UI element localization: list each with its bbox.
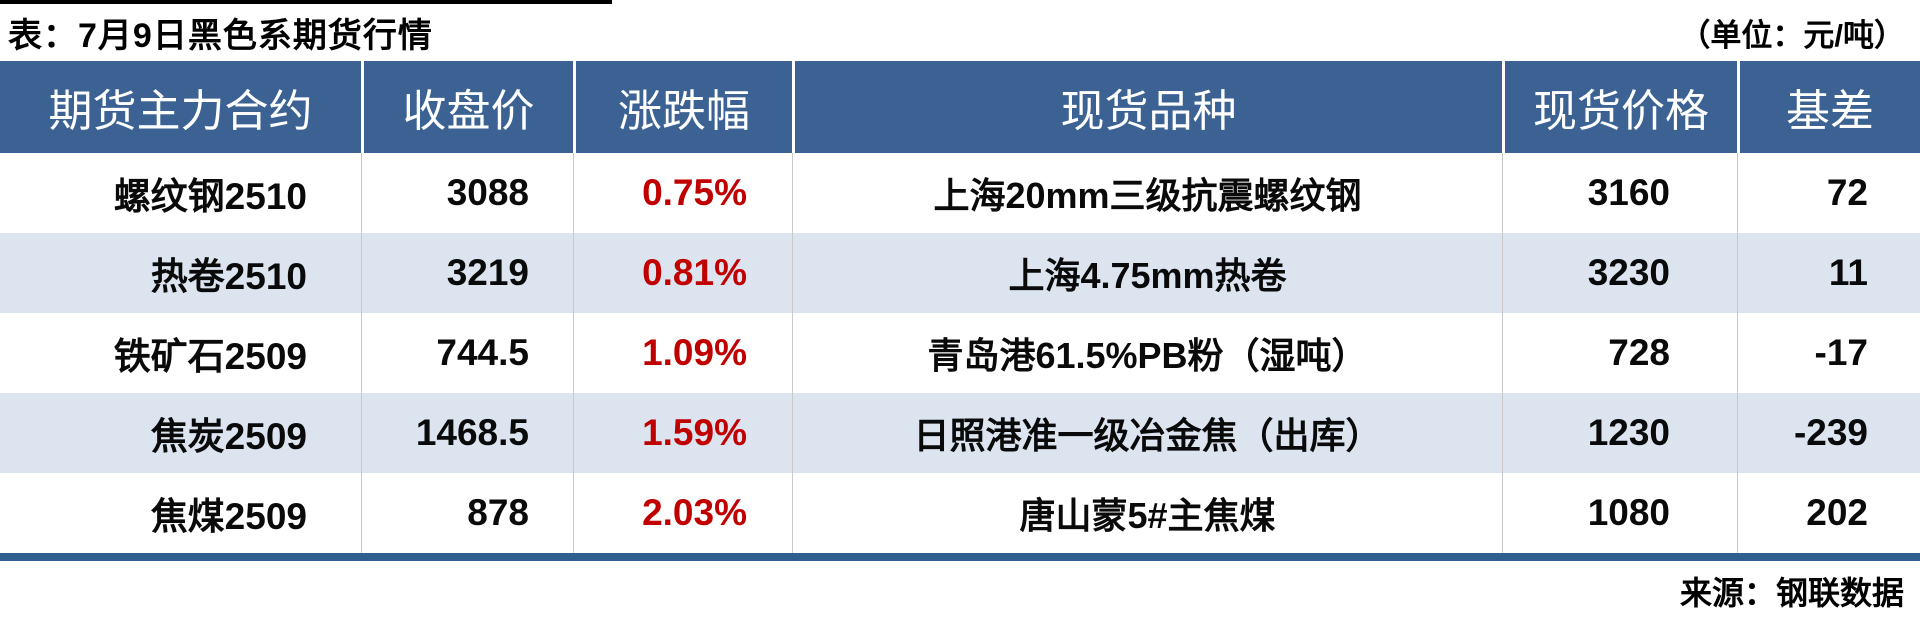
- cell-basis: 72: [1737, 153, 1920, 233]
- cell-spot: 上海4.75mm热卷: [792, 233, 1502, 313]
- header-cell-spot: 现货品种: [792, 61, 1502, 153]
- table-row: 热卷2510 3219 0.81% 上海4.75mm热卷 3230 11: [0, 233, 1920, 313]
- cell-change: 2.03%: [573, 473, 792, 553]
- futures-table: 期货主力合约 收盘价 涨跌幅 现货品种 现货价格 基差 螺纹钢2510 3088…: [0, 61, 1920, 553]
- cell-change: 0.75%: [573, 153, 792, 233]
- cell-basis: 11: [1737, 233, 1920, 313]
- cell-spot: 唐山蒙5#主焦煤: [792, 473, 1502, 553]
- table-header-row: 期货主力合约 收盘价 涨跌幅 现货品种 现货价格 基差: [0, 61, 1920, 153]
- header-cell-spot-price: 现货价格: [1502, 61, 1737, 153]
- cell-close: 3219: [361, 233, 573, 313]
- cell-basis: 202: [1737, 473, 1920, 553]
- cell-spot-price: 1080: [1502, 473, 1737, 553]
- table-row: 铁矿石2509 744.5 1.09% 青岛港61.5%PB粉（湿吨） 728 …: [0, 313, 1920, 393]
- cell-spot: 日照港准一级冶金焦（出库）: [792, 393, 1502, 473]
- cell-change: 0.81%: [573, 233, 792, 313]
- table-row: 焦煤2509 878 2.03% 唐山蒙5#主焦煤 1080 202: [0, 473, 1920, 553]
- bottom-accent-line: [0, 553, 1920, 561]
- cell-close: 744.5: [361, 313, 573, 393]
- source-bar: 来源：钢联数据: [0, 561, 1920, 620]
- header-cell-close: 收盘价: [361, 61, 573, 153]
- table-row: 焦炭2509 1468.5 1.59% 日照港准一级冶金焦（出库） 1230 -…: [0, 393, 1920, 473]
- cell-close: 3088: [361, 153, 573, 233]
- cell-basis: -17: [1737, 313, 1920, 393]
- cell-spot-price: 3160: [1502, 153, 1737, 233]
- cell-spot: 上海20mm三级抗震螺纹钢: [792, 153, 1502, 233]
- header-cell-basis: 基差: [1737, 61, 1920, 153]
- data-source-label: 来源：钢联数据: [1679, 574, 1904, 611]
- cell-spot-price: 1230: [1502, 393, 1737, 473]
- title-bar: 表：7月9日黑色系期货行情 （单位：元/吨）: [0, 4, 1920, 61]
- cell-basis: -239: [1737, 393, 1920, 473]
- cell-spot-price: 3230: [1502, 233, 1737, 313]
- cell-close: 878: [361, 473, 573, 553]
- top-accent-line: [0, 0, 612, 4]
- header-cell-contract: 期货主力合约: [48, 87, 313, 136]
- cell-spot-price: 728: [1502, 313, 1737, 393]
- cell-contract: 焦炭2509: [150, 416, 307, 457]
- unit-label: （单位：元/吨）: [1679, 18, 1905, 53]
- cell-contract: 热卷2510: [150, 256, 307, 297]
- cell-change: 1.59%: [573, 393, 792, 473]
- cell-close: 1468.5: [361, 393, 573, 473]
- cell-contract: 焦煤2509: [150, 496, 307, 537]
- cell-contract: 螺纹钢2510: [113, 176, 307, 217]
- page-title: 表：7月9日黑色系期货行情: [8, 17, 433, 55]
- cell-contract: 铁矿石2509: [113, 336, 307, 377]
- header-cell-change: 涨跌幅: [573, 61, 792, 153]
- cell-change: 1.09%: [573, 313, 792, 393]
- cell-spot: 青岛港61.5%PB粉（湿吨）: [792, 313, 1502, 393]
- table-row: 螺纹钢2510 3088 0.75% 上海20mm三级抗震螺纹钢 3160 72: [0, 153, 1920, 233]
